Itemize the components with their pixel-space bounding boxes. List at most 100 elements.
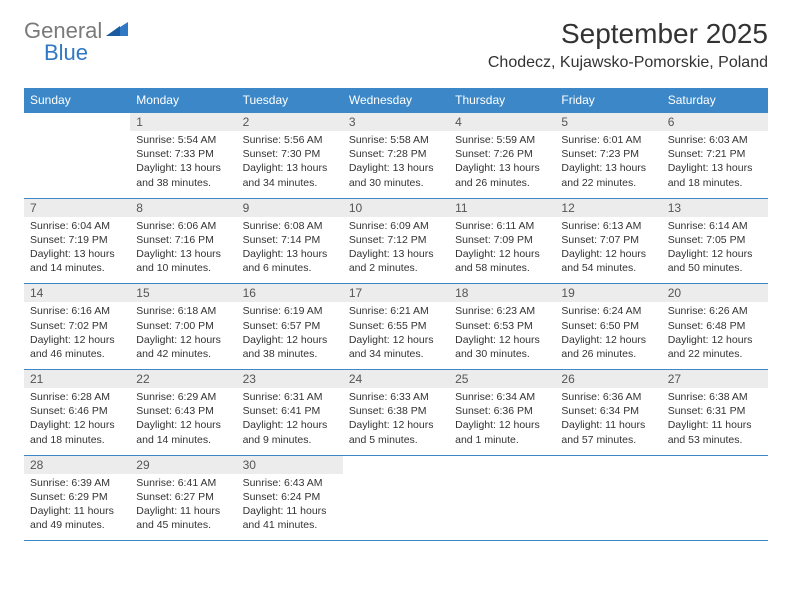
weekday-header: Sunday	[24, 88, 130, 113]
day-number-cell: 13	[662, 198, 768, 217]
day-number-row: 21222324252627	[24, 370, 768, 389]
daylight-line: Daylight: 13 hours and 22 minutes.	[561, 161, 655, 189]
day-info-cell: Sunrise: 6:18 AMSunset: 7:00 PMDaylight:…	[130, 302, 236, 369]
day-number-cell: 23	[237, 370, 343, 389]
sunrise-line: Sunrise: 6:03 AM	[668, 133, 762, 147]
weekday-header-row: SundayMondayTuesdayWednesdayThursdayFrid…	[24, 88, 768, 113]
day-number-cell: 12	[555, 198, 661, 217]
day-number-cell: 18	[449, 284, 555, 303]
sunset-line: Sunset: 6:57 PM	[243, 319, 337, 333]
day-number-cell	[343, 455, 449, 474]
sunrise-line: Sunrise: 6:01 AM	[561, 133, 655, 147]
month-title: September 2025	[488, 18, 768, 50]
day-info-cell: Sunrise: 6:38 AMSunset: 6:31 PMDaylight:…	[662, 388, 768, 455]
sunset-line: Sunset: 7:26 PM	[455, 147, 549, 161]
sunset-line: Sunset: 7:00 PM	[136, 319, 230, 333]
day-info-cell: Sunrise: 5:59 AMSunset: 7:26 PMDaylight:…	[449, 131, 555, 198]
sunrise-line: Sunrise: 6:38 AM	[668, 390, 762, 404]
day-number-cell: 21	[24, 370, 130, 389]
daylight-line: Daylight: 13 hours and 6 minutes.	[243, 247, 337, 275]
day-number-cell: 1	[130, 113, 236, 132]
daylight-line: Daylight: 11 hours and 49 minutes.	[30, 504, 124, 532]
sunset-line: Sunset: 7:14 PM	[243, 233, 337, 247]
day-number-cell: 16	[237, 284, 343, 303]
sunrise-line: Sunrise: 5:58 AM	[349, 133, 443, 147]
day-number-cell: 28	[24, 455, 130, 474]
weekday-header: Friday	[555, 88, 661, 113]
header: General Blue September 2025 Chodecz, Kuj…	[0, 0, 792, 78]
day-number-cell: 20	[662, 284, 768, 303]
sunset-line: Sunset: 6:31 PM	[668, 404, 762, 418]
daylight-line: Daylight: 13 hours and 38 minutes.	[136, 161, 230, 189]
sunrise-line: Sunrise: 6:26 AM	[668, 304, 762, 318]
sunset-line: Sunset: 7:28 PM	[349, 147, 443, 161]
weekday-header: Tuesday	[237, 88, 343, 113]
sunset-line: Sunset: 6:36 PM	[455, 404, 549, 418]
sunrise-line: Sunrise: 6:28 AM	[30, 390, 124, 404]
logo-triangle-icon	[106, 20, 130, 43]
day-number-cell: 7	[24, 198, 130, 217]
day-info-cell	[555, 474, 661, 541]
logo-text-blue: Blue	[44, 40, 88, 66]
day-info-cell: Sunrise: 6:09 AMSunset: 7:12 PMDaylight:…	[343, 217, 449, 284]
day-info-cell: Sunrise: 6:13 AMSunset: 7:07 PMDaylight:…	[555, 217, 661, 284]
weekday-header: Monday	[130, 88, 236, 113]
day-number-row: 78910111213	[24, 198, 768, 217]
sunrise-line: Sunrise: 6:33 AM	[349, 390, 443, 404]
daylight-line: Daylight: 11 hours and 53 minutes.	[668, 418, 762, 446]
sunrise-line: Sunrise: 6:43 AM	[243, 476, 337, 490]
sunrise-line: Sunrise: 6:21 AM	[349, 304, 443, 318]
title-block: September 2025 Chodecz, Kujawsko-Pomorsk…	[488, 18, 768, 72]
daylight-line: Daylight: 13 hours and 30 minutes.	[349, 161, 443, 189]
sunrise-line: Sunrise: 6:29 AM	[136, 390, 230, 404]
sunset-line: Sunset: 6:41 PM	[243, 404, 337, 418]
sunrise-line: Sunrise: 5:59 AM	[455, 133, 549, 147]
day-info-row: Sunrise: 6:04 AMSunset: 7:19 PMDaylight:…	[24, 217, 768, 284]
sunrise-line: Sunrise: 6:24 AM	[561, 304, 655, 318]
day-number-cell	[555, 455, 661, 474]
day-number-row: 123456	[24, 113, 768, 132]
daylight-line: Daylight: 12 hours and 50 minutes.	[668, 247, 762, 275]
day-number-cell: 15	[130, 284, 236, 303]
day-info-cell: Sunrise: 6:39 AMSunset: 6:29 PMDaylight:…	[24, 474, 130, 541]
day-info-row: Sunrise: 6:28 AMSunset: 6:46 PM Daylight:…	[24, 388, 768, 455]
day-number-cell: 11	[449, 198, 555, 217]
sunset-line: Sunset: 7:02 PM	[30, 319, 124, 333]
daylight-line: Daylight: 12 hours and 9 minutes.	[243, 418, 337, 446]
day-number-cell: 2	[237, 113, 343, 132]
sunrise-line: Sunrise: 6:34 AM	[455, 390, 549, 404]
daylight-line: Daylight: 13 hours and 34 minutes.	[243, 161, 337, 189]
daylight-line: Daylight: 12 hours and 14 minutes.	[136, 418, 230, 446]
daylight-line: Daylight: 12 hours and 54 minutes.	[561, 247, 655, 275]
sunset-line: Sunset: 6:55 PM	[349, 319, 443, 333]
sunset-line: Sunset: 7:23 PM	[561, 147, 655, 161]
day-info-cell	[24, 131, 130, 198]
daylight-line: Daylight: 11 hours and 41 minutes.	[243, 504, 337, 532]
day-number-cell: 27	[662, 370, 768, 389]
day-info-cell: Sunrise: 6:36 AMSunset: 6:34 PMDaylight:…	[555, 388, 661, 455]
day-number-cell: 9	[237, 198, 343, 217]
sunset-line: Sunset: 6:43 PM	[136, 404, 230, 418]
daylight-line: Daylight: 12 hours and 34 minutes.	[349, 333, 443, 361]
day-info-cell: Sunrise: 6:41 AMSunset: 6:27 PMDaylight:…	[130, 474, 236, 541]
sunset-line: Sunset: 7:30 PM	[243, 147, 337, 161]
day-info-cell: Sunrise: 6:04 AMSunset: 7:19 PMDaylight:…	[24, 217, 130, 284]
daylight-line: Daylight: 12 hours and 42 minutes.	[136, 333, 230, 361]
day-info-cell: Sunrise: 6:28 AMSunset: 6:46 PMDaylight:…	[24, 388, 130, 455]
day-info-cell	[449, 474, 555, 541]
daylight-line: Daylight: 11 hours and 45 minutes.	[136, 504, 230, 532]
day-info-cell: Sunrise: 6:24 AMSunset: 6:50 PMDaylight:…	[555, 302, 661, 369]
day-number-cell: 3	[343, 113, 449, 132]
sunrise-line: Sunrise: 6:31 AM	[243, 390, 337, 404]
day-number-row: 282930	[24, 455, 768, 474]
day-info-cell: Sunrise: 5:58 AMSunset: 7:28 PMDaylight:…	[343, 131, 449, 198]
sunset-line: Sunset: 7:19 PM	[30, 233, 124, 247]
sunset-line: Sunset: 6:46 PM	[30, 404, 124, 418]
day-info-cell: Sunrise: 6:03 AMSunset: 7:21 PMDaylight:…	[662, 131, 768, 198]
day-info-row: Sunrise: 6:39 AMSunset: 6:29 PMDaylight:…	[24, 474, 768, 541]
day-number-cell: 24	[343, 370, 449, 389]
sunrise-line: Sunrise: 6:13 AM	[561, 219, 655, 233]
day-number-cell: 5	[555, 113, 661, 132]
sunrise-line: Sunrise: 6:14 AM	[668, 219, 762, 233]
day-info-cell: Sunrise: 6:19 AMSunset: 6:57 PMDaylight:…	[237, 302, 343, 369]
